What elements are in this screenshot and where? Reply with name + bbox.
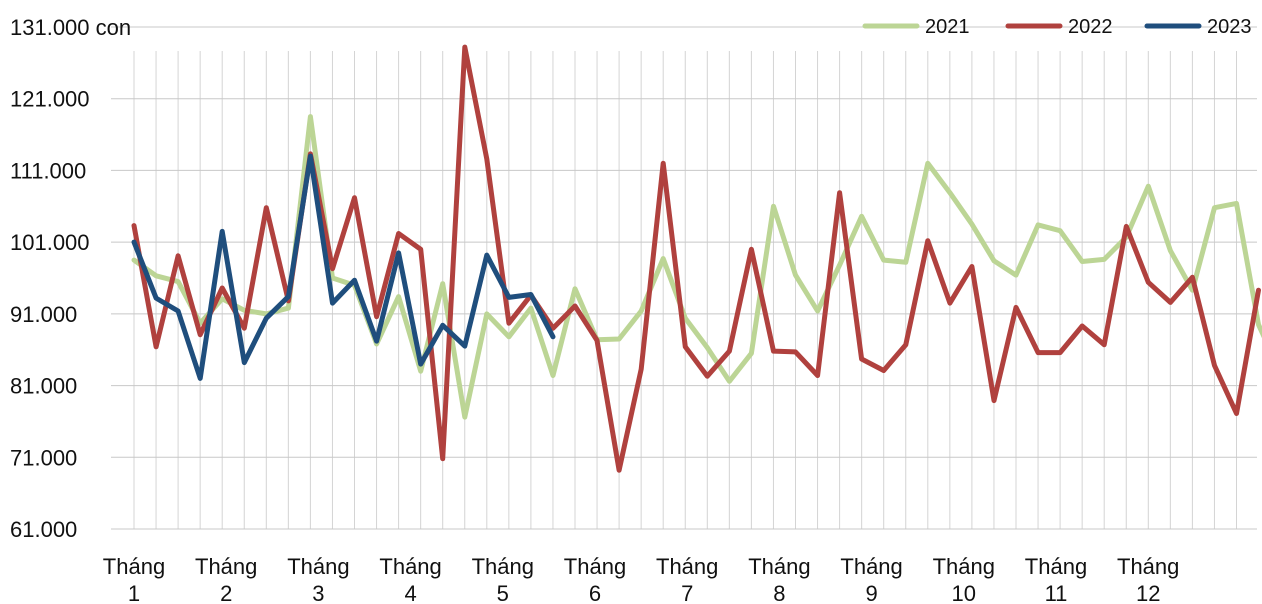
y-tick-label: 101.000 xyxy=(10,230,90,255)
x-category-label: Tháng 12 xyxy=(1117,554,1179,604)
x-category-label: Tháng 1 xyxy=(103,554,165,604)
legend-label-2023: 2023 xyxy=(1207,16,1252,38)
x-category-label: Tháng 11 xyxy=(1025,554,1087,604)
y-tick-label: 61.000 xyxy=(10,517,77,542)
series-line-2023 xyxy=(131,153,556,381)
x-category-label: Tháng 8 xyxy=(748,554,810,604)
y-tick-label: 71.000 xyxy=(10,445,77,470)
y-tick-label: 121.000 xyxy=(10,87,90,112)
legend-label-2021: 2021 xyxy=(925,16,970,38)
series-line-2022 xyxy=(131,44,1261,473)
x-category-label: Tháng 2 xyxy=(195,554,257,604)
x-category-label: Tháng 7 xyxy=(656,554,718,604)
x-category-label: Tháng 3 xyxy=(287,554,349,604)
x-category-label: Tháng 5 xyxy=(472,554,534,604)
legend: 2021 2022 2023 xyxy=(862,16,1252,38)
y-tick-label: 81.000 xyxy=(10,374,77,399)
y-axis-tick-labels: 61.000 71.000 81.000 91.000 101.000 111.000 12… xyxy=(10,15,131,542)
x-category-label: Tháng 10 xyxy=(933,554,995,604)
x-category-label: Tháng 4 xyxy=(379,554,441,604)
y-tick-label: 111.000 xyxy=(10,158,86,183)
x-category-label: Tháng 6 xyxy=(564,554,626,604)
series-lines xyxy=(131,44,1262,473)
x-category-label: Tháng 9 xyxy=(840,554,902,604)
series-line-2021 xyxy=(131,114,1262,420)
y-tick-label: 131.000 con xyxy=(10,15,131,40)
legend-label-2022: 2022 xyxy=(1068,16,1113,38)
y-tick-label: 91.000 xyxy=(10,302,77,327)
x-axis-category-labels: Tháng 1 Tháng 2 Tháng 3 Tháng 4 Tháng 5 Tháng 6 Thán… xyxy=(103,554,1180,604)
vertical-gridlines xyxy=(133,51,1237,529)
